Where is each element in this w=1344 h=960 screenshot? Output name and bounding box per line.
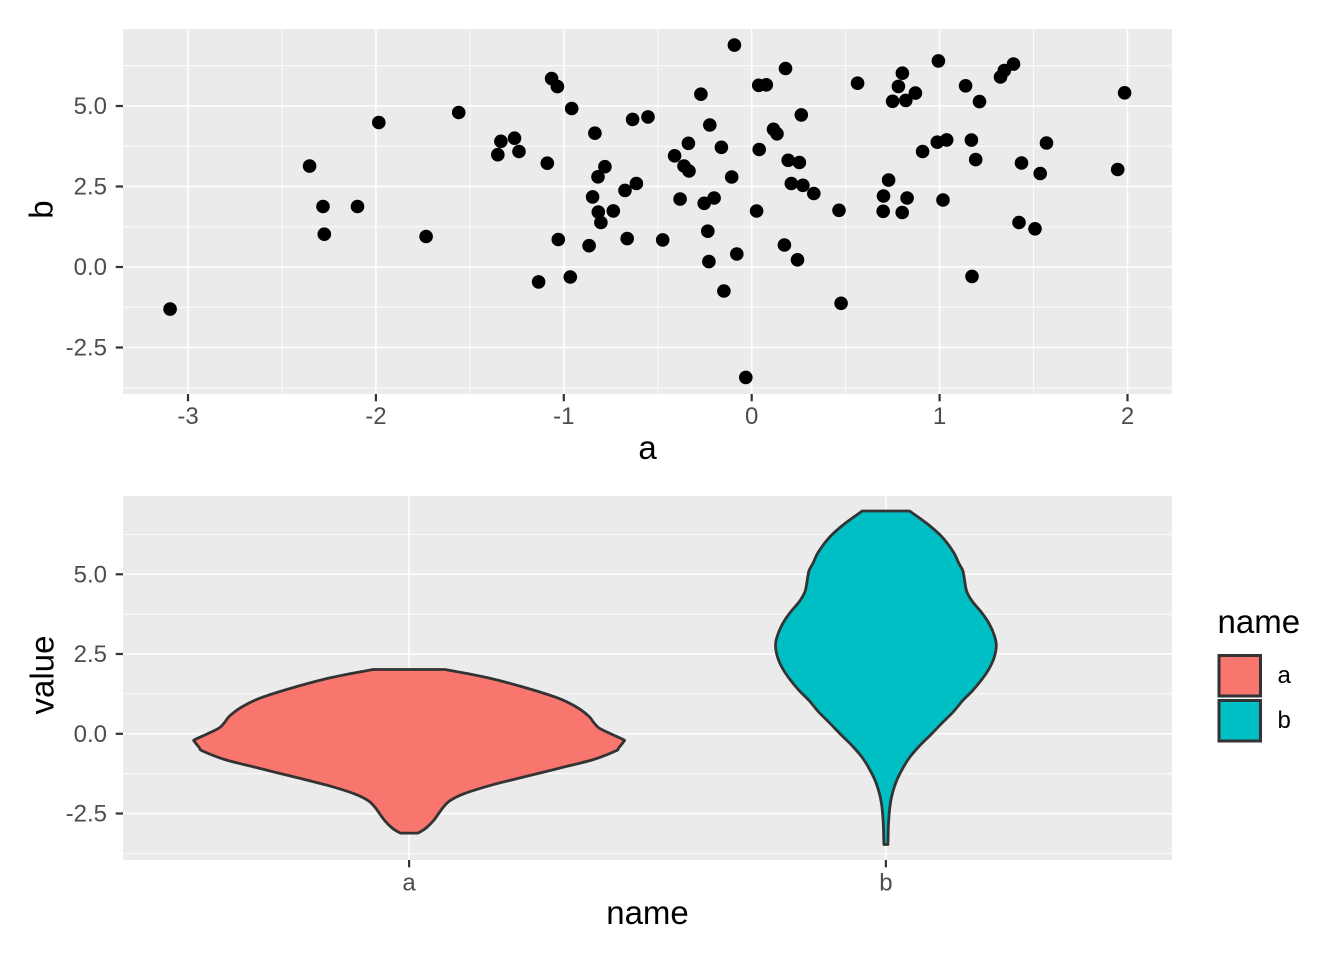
- svg-text:0.0: 0.0: [74, 254, 107, 281]
- svg-text:2.5: 2.5: [74, 641, 107, 668]
- svg-text:0: 0: [745, 403, 758, 430]
- svg-text:-1: -1: [553, 403, 574, 430]
- svg-text:-2.5: -2.5: [66, 801, 107, 828]
- svg-text:-2: -2: [365, 403, 386, 430]
- svg-text:b: b: [879, 870, 892, 897]
- svg-text:-3: -3: [177, 403, 198, 430]
- svg-text:name: name: [606, 894, 689, 931]
- svg-text:5.0: 5.0: [74, 561, 107, 588]
- svg-text:a: a: [1278, 662, 1292, 689]
- svg-text:2: 2: [1121, 403, 1134, 430]
- svg-text:0.0: 0.0: [74, 721, 107, 748]
- svg-text:b: b: [1278, 707, 1291, 734]
- svg-text:1: 1: [933, 403, 946, 430]
- svg-text:value: value: [23, 636, 60, 715]
- svg-text:a: a: [638, 429, 657, 466]
- svg-text:5.0: 5.0: [74, 93, 107, 120]
- svg-text:-2.5: -2.5: [66, 335, 107, 362]
- svg-text:b: b: [22, 200, 59, 218]
- svg-text:name: name: [1218, 603, 1301, 640]
- svg-text:2.5: 2.5: [74, 174, 107, 201]
- svg-text:a: a: [402, 870, 416, 897]
